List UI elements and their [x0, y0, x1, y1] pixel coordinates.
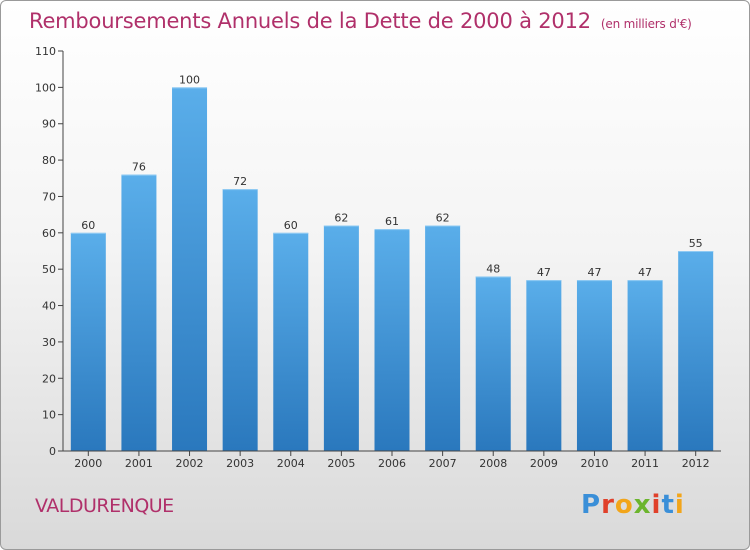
data-label: 62 — [436, 212, 450, 225]
brand-letter: i — [674, 490, 685, 520]
x-tick-label: 2006 — [378, 457, 406, 470]
y-tick-label: 90 — [42, 118, 56, 131]
y-axis: 0 10 20 30 40 50 60 70 80 90 100 110 — [35, 45, 64, 458]
bar — [475, 276, 511, 451]
chart-subtitle: (en milliers d'€) — [600, 17, 692, 31]
x-axis: 2000 2001 2002 2003 2004 2005 2006 2007 2008 2009… — [63, 450, 721, 470]
brand-letter: x — [633, 490, 652, 520]
y-tick-label: 70 — [42, 190, 56, 203]
data-label: 47 — [537, 266, 551, 279]
data-label: 47 — [587, 266, 601, 279]
x-tick-label: 2011 — [631, 457, 659, 470]
proxiti-logo[interactable]: Proxiti — [581, 490, 685, 520]
x-tick-label: 2000 — [74, 457, 102, 470]
y-tick-label: 20 — [42, 372, 56, 385]
bar — [526, 280, 562, 451]
title-text: Remboursements Annuels de la Dette de 20… — [29, 9, 591, 33]
x-tick-label: 2002 — [176, 457, 204, 470]
bar — [222, 189, 258, 451]
bar — [70, 232, 106, 451]
y-tick-label: 110 — [35, 45, 56, 58]
x-tick-label: 2004 — [277, 457, 305, 470]
brand-letter: i — [651, 490, 662, 520]
data-label: 55 — [689, 237, 703, 250]
commune-name: VALDURENQUE — [35, 495, 174, 517]
x-tick-label: 2001 — [125, 457, 153, 470]
bar — [374, 229, 410, 451]
data-label: 100 — [179, 73, 200, 86]
data-label: 62 — [334, 212, 348, 225]
data-label: 60 — [81, 219, 95, 232]
y-tick-label: 10 — [42, 409, 56, 422]
brand-letter: t — [661, 490, 675, 520]
bar — [425, 225, 461, 451]
bar — [678, 251, 714, 451]
x-tick-label: 2008 — [479, 457, 507, 470]
bars: 60 76 100 72 60 62 61 62 48 47 47 47 55 — [70, 73, 714, 452]
x-tick-label: 2005 — [327, 457, 355, 470]
y-tick-label: 50 — [42, 263, 56, 276]
y-tick-label: 0 — [49, 445, 56, 458]
chart-title: Remboursements Annuels de la Dette de 20… — [29, 9, 692, 33]
brand-letter: P — [581, 490, 602, 520]
x-tick-label: 2012 — [682, 457, 710, 470]
data-label: 60 — [284, 219, 298, 232]
bar — [627, 280, 663, 451]
y-tick-label: 30 — [42, 336, 56, 349]
data-label: 76 — [132, 161, 146, 174]
bar — [576, 280, 612, 451]
y-tick-label: 60 — [42, 227, 56, 240]
x-tick-label: 2010 — [580, 457, 608, 470]
y-tick-label: 80 — [42, 154, 56, 167]
bar — [121, 174, 157, 452]
brand-letter: o — [614, 490, 634, 520]
data-label: 47 — [638, 266, 652, 279]
data-label: 72 — [233, 175, 247, 188]
data-label: 48 — [486, 262, 500, 275]
y-tick-label: 40 — [42, 300, 56, 313]
y-tick-label: 100 — [35, 81, 56, 94]
bar — [273, 232, 309, 451]
x-tick-label: 2009 — [530, 457, 558, 470]
x-tick-label: 2007 — [429, 457, 457, 470]
x-tick-label: 2003 — [226, 457, 254, 470]
bar — [172, 87, 208, 451]
data-label: 61 — [385, 215, 399, 228]
brand-letter: r — [601, 490, 615, 520]
bar — [323, 225, 359, 451]
